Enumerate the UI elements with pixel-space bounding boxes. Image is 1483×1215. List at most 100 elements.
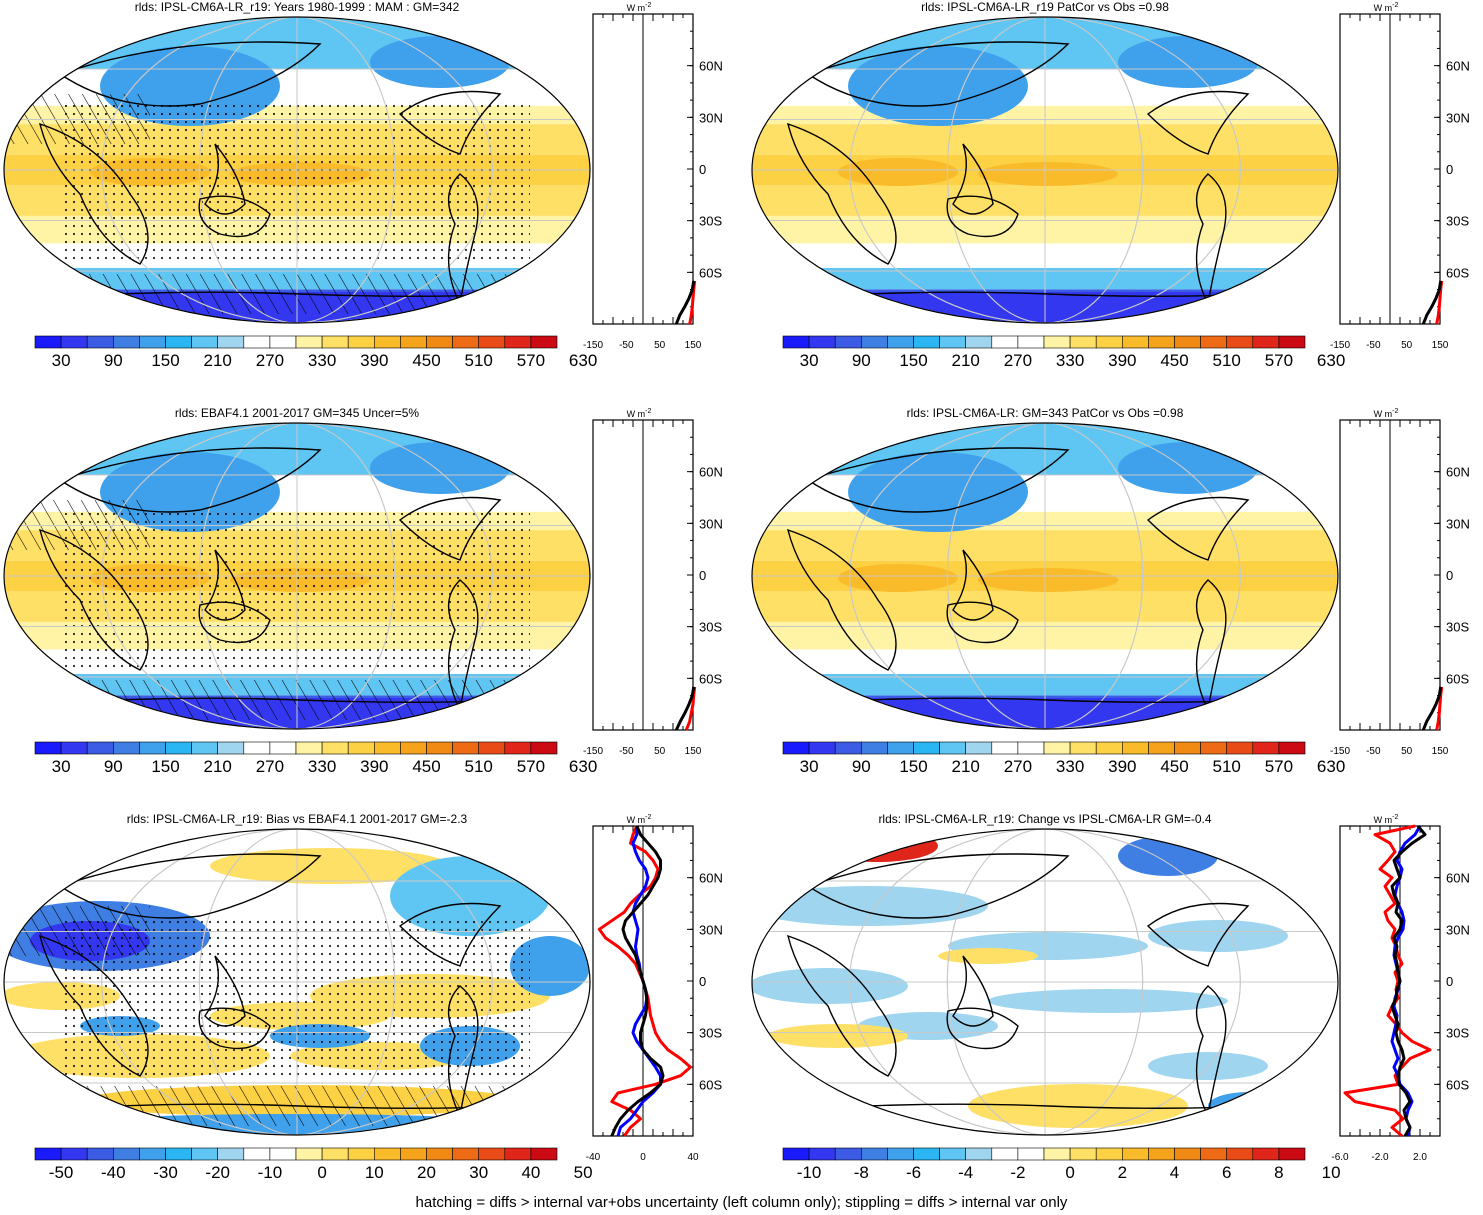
panel-3: rlds: EBAF4.1 2001-2017 GM=345 Uncer=5% 3…	[3, 406, 723, 776]
field-blob	[838, 564, 958, 592]
colorbar-label: 510	[465, 757, 493, 776]
profile-lat-label: 0	[699, 568, 706, 583]
colorbar-swatch	[965, 741, 993, 755]
field-band	[752, 649, 1338, 674]
panel-4: rlds: IPSL-CM6A-LR: GM=343 PatCor vs Obs…	[751, 406, 1470, 776]
colorbar-swatch	[321, 741, 349, 755]
colorbar-label: 570	[517, 351, 545, 370]
colorbar-swatch	[530, 335, 558, 349]
profile-x-tick-label: -50	[1366, 340, 1381, 351]
colorbar-swatch	[34, 741, 62, 755]
field-blob	[968, 1084, 1188, 1128]
colorbar-swatch	[347, 1147, 375, 1161]
profile-x-tick-label: -6.0	[1331, 1152, 1349, 1163]
colorbar-swatch	[1174, 1147, 1201, 1161]
profile-series-black	[1421, 280, 1443, 325]
coastline	[952, 143, 994, 215]
colorbar-swatch	[1148, 1147, 1175, 1161]
colorbar-swatch	[295, 741, 323, 755]
profile-units: W m-2	[627, 814, 652, 825]
colorbar-label: 270	[256, 757, 284, 776]
colorbar-swatch	[139, 741, 166, 755]
coastline	[946, 195, 1019, 238]
colorbar-swatch	[913, 741, 940, 755]
colorbar-label: 390	[1108, 351, 1136, 370]
colorbar-label: -8	[854, 1163, 869, 1182]
zonal-profile: W m-2 -150 -50 50 150 60N 30N 0 30S 60S	[583, 2, 723, 351]
field-band	[752, 243, 1338, 268]
coastline	[398, 90, 502, 155]
panel-6: rlds: IPSL-CM6A-LR_r19: Change vs IPSL-C…	[751, 812, 1470, 1182]
colorbar-label: 6	[1222, 1163, 1231, 1182]
profile-x-tick-label: 50	[1401, 340, 1413, 351]
colorbar-swatch	[139, 335, 166, 349]
colorbar-swatch	[191, 335, 219, 349]
profile-series-red	[597, 825, 692, 1137]
panel-2: rlds: IPSL-CM6A-LR_r19 PatCor vs Obs =0.…	[751, 0, 1470, 370]
colorbar-label: 630	[569, 351, 597, 370]
colorbar-swatch	[165, 741, 192, 755]
coastline	[787, 934, 897, 1077]
colorbar-label: 510	[1213, 757, 1241, 776]
profile-x-tick-label: -50	[619, 340, 634, 351]
colorbar-label: 8	[1274, 1163, 1283, 1182]
profile-lat-label: 60N	[699, 465, 723, 480]
map-outline	[751, 828, 1339, 1136]
panel-title: rlds: EBAF4.1 2001-2017 GM=345 Uncer=5%	[175, 406, 419, 420]
panel-title: rlds: IPSL-CM6A-LR_r19: Change vs IPSL-C…	[878, 812, 1211, 826]
zonal-profile: W m-2 -40 0 40 60N 30N 0 30S 60S	[586, 814, 723, 1163]
colorbar-swatch	[113, 335, 140, 349]
colorbar-label: 90	[104, 351, 123, 370]
graticule-lon	[946, 423, 1144, 729]
profile-units: W m-2	[1374, 408, 1399, 419]
colorbar-label: 270	[1004, 757, 1032, 776]
profile-x-tick-label: 50	[654, 746, 666, 757]
colorbar-swatch	[347, 335, 375, 349]
colorbar-swatch	[808, 335, 836, 349]
profile-lat-label: 60N	[699, 871, 723, 886]
colorbar-label: 330	[1056, 757, 1084, 776]
profile-lat-label: 30S	[699, 620, 722, 635]
colorbar-label: 10	[365, 1163, 384, 1182]
field-antarctic	[752, 698, 1338, 729]
coastline	[952, 955, 994, 1027]
colorbar-swatch	[887, 1147, 914, 1161]
field-blob	[1118, 836, 1218, 876]
colorbar-swatch	[400, 741, 427, 755]
profile-lat-label: 60N	[699, 59, 723, 74]
field-blob	[752, 886, 988, 926]
coastline	[787, 528, 897, 671]
profile-lat-label: 60S	[1446, 671, 1469, 686]
coastline	[946, 601, 1019, 644]
profile-x-tick-label: -150	[1330, 340, 1350, 351]
colorbar-label: 390	[1108, 757, 1136, 776]
colorbar-label: 40	[521, 1163, 540, 1182]
colorbar-label: 90	[852, 351, 871, 370]
colorbar-label: 270	[256, 351, 284, 370]
profile-x-tick-label: 40	[687, 1152, 699, 1163]
profile-x-tick-label: 150	[685, 746, 702, 757]
profile-lat-label: 30N	[1446, 110, 1470, 125]
colorbar-label: 630	[1317, 757, 1345, 776]
profile-x-tick-label: -2.0	[1371, 1152, 1389, 1163]
colorbar-swatch	[782, 335, 810, 349]
profile-frame	[1339, 825, 1441, 1137]
colorbar-swatch	[1043, 335, 1071, 349]
coastline	[806, 853, 1070, 919]
colorbar-swatch	[165, 335, 192, 349]
profile-lat-label: 60S	[699, 1077, 722, 1092]
colorbar-swatch	[295, 335, 323, 349]
field-band	[752, 475, 1338, 512]
colorbar-label: 450	[412, 757, 440, 776]
colorbar-swatch	[347, 741, 375, 755]
colorbar-label: 50	[574, 1163, 593, 1182]
colorbar-label: 10	[1322, 1163, 1341, 1182]
colorbar-label: 30	[469, 1163, 488, 1182]
colorbar-swatch	[295, 1147, 323, 1161]
colorbar-swatch	[1252, 335, 1280, 349]
colorbar-swatch	[1252, 1147, 1280, 1161]
coastline	[1146, 496, 1250, 561]
coastline	[952, 549, 994, 621]
colorbar-swatch	[991, 1147, 1019, 1161]
field-band	[752, 530, 1338, 561]
